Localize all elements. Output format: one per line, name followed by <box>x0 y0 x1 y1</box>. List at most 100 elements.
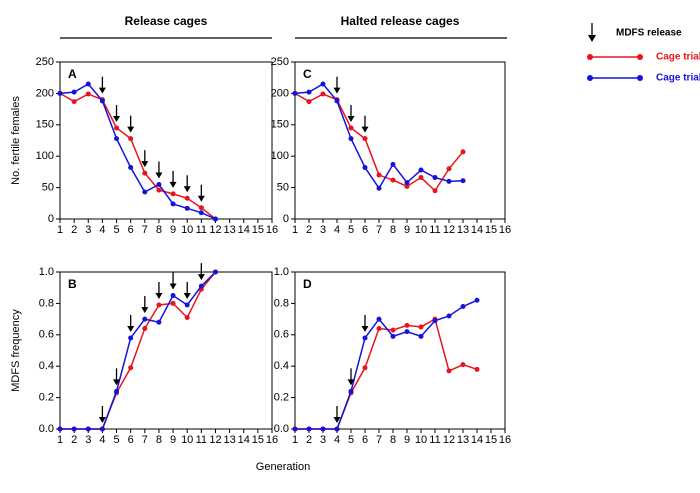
release-arrow <box>113 368 121 386</box>
data-point <box>170 201 176 207</box>
legend-dot <box>587 75 593 81</box>
release-arrow <box>98 76 106 94</box>
data-point <box>99 98 105 104</box>
column-title: Release cages <box>125 14 208 28</box>
data-point <box>376 185 382 191</box>
y-tick-label: 0.8 <box>39 297 54 309</box>
panel-label: A <box>68 67 77 81</box>
data-point <box>85 426 91 432</box>
series-line <box>60 271 217 430</box>
series-line <box>295 317 478 430</box>
x-tick-label: 6 <box>362 434 368 446</box>
data-point <box>128 365 134 371</box>
x-tick-label: 6 <box>128 434 134 446</box>
y-tick-label: 0.4 <box>39 360 54 372</box>
data-point <box>142 189 148 195</box>
legend-dot <box>637 54 643 60</box>
x-tick-label: 11 <box>196 224 207 236</box>
release-arrow-head <box>155 172 163 179</box>
data-point <box>71 89 77 95</box>
release-arrow <box>127 115 135 133</box>
y-tick-label: 100 <box>36 150 54 162</box>
y-tick-label: 0.0 <box>274 423 289 435</box>
x-tick-label: 10 <box>181 434 193 446</box>
release-arrow <box>155 281 163 299</box>
data-point <box>432 318 438 324</box>
x-tick-label: 7 <box>142 434 148 446</box>
legend-label: MDFS release <box>616 28 682 39</box>
y-tick-label: 0.0 <box>39 423 54 435</box>
legend-label: Cage trial 2 <box>656 73 700 84</box>
y-tick-label: 150 <box>36 119 54 131</box>
x-tick-label: 16 <box>499 434 511 446</box>
release-arrow <box>183 175 191 193</box>
release-arrow <box>169 170 177 188</box>
data-point <box>404 322 410 328</box>
y-tick-label: 0.6 <box>274 329 289 341</box>
data-point <box>85 81 91 87</box>
data-point <box>446 178 452 184</box>
x-tick-label: 8 <box>390 224 396 236</box>
release-arrow-head <box>141 307 149 314</box>
x-tick-label: 16 <box>266 434 278 446</box>
x-tick-label: 10 <box>181 224 193 236</box>
x-tick-label: 8 <box>156 434 162 446</box>
release-arrow-head <box>155 292 163 299</box>
data-point <box>460 149 466 155</box>
x-tick-label: 3 <box>85 434 91 446</box>
release-arrow-head <box>127 325 135 332</box>
release-arrow-head <box>98 417 106 423</box>
legend-label: Cage trial 1 <box>656 52 700 63</box>
data-point <box>362 165 368 171</box>
y-tick-label: 0 <box>48 213 54 225</box>
x-tick-label: 15 <box>252 224 264 236</box>
legend-dot <box>637 75 643 81</box>
release-arrow <box>98 406 106 423</box>
x-tick-label: 11 <box>196 434 207 446</box>
data-point <box>348 136 354 142</box>
data-point <box>85 91 91 97</box>
data-point <box>114 388 120 394</box>
data-point <box>390 333 396 339</box>
y-tick-label: 50 <box>42 182 54 194</box>
x-tick-label: 3 <box>320 434 326 446</box>
release-arrow-head <box>333 417 341 423</box>
x-tick-label: 9 <box>404 224 410 236</box>
data-point <box>474 366 480 372</box>
data-point <box>334 98 340 104</box>
x-tick-label: 16 <box>499 224 511 236</box>
y-tick-label: 1.0 <box>274 266 289 278</box>
data-point <box>404 329 410 335</box>
legend-arrow-head <box>588 35 596 42</box>
x-tick-label: 8 <box>156 224 162 236</box>
data-point <box>306 89 312 95</box>
y-tick-label: 150 <box>271 119 289 131</box>
y-tick-label: 200 <box>271 87 289 99</box>
y-tick-label: 100 <box>271 150 289 162</box>
x-tick-label: 14 <box>471 224 483 236</box>
y-axis-label: No. fertile females <box>10 96 22 185</box>
x-tick-label: 13 <box>457 434 469 446</box>
x-tick-label: 14 <box>238 224 250 236</box>
y-tick-label: 0.6 <box>39 329 54 341</box>
x-tick-label: 4 <box>99 434 105 446</box>
data-point <box>432 175 438 181</box>
data-point <box>292 90 298 96</box>
data-point <box>212 216 218 222</box>
data-point <box>418 324 424 330</box>
x-tick-label: 13 <box>457 224 469 236</box>
data-point <box>474 297 480 303</box>
data-point <box>390 327 396 333</box>
release-arrow-head <box>169 181 177 188</box>
x-tick-label: 4 <box>334 434 340 446</box>
x-tick-label: 14 <box>238 434 250 446</box>
data-point <box>320 81 326 87</box>
data-point <box>460 178 466 184</box>
data-point <box>404 183 410 189</box>
x-tick-label: 3 <box>85 224 91 236</box>
x-tick-label: 9 <box>170 224 176 236</box>
release-arrow-head <box>113 379 121 386</box>
x-tick-label: 12 <box>443 224 455 236</box>
release-arrow <box>361 115 369 133</box>
